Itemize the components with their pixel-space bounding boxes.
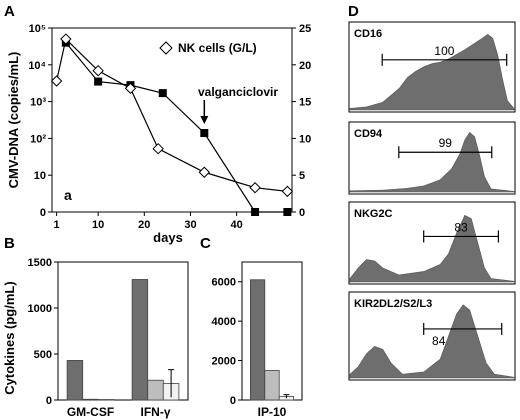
panel-a-x-tick-label: 1 xyxy=(54,219,60,231)
panel-a-left-tick-label: 10³ xyxy=(30,97,46,109)
panel-a-x-tick-label: 20 xyxy=(138,219,150,231)
panel-b-category-label: IFN-γ xyxy=(141,405,171,419)
histogram-2: CD94 99 xyxy=(348,121,516,195)
panel-b-category-label: GM-CSF xyxy=(67,405,114,419)
histogram-3: NKG2C 83 xyxy=(348,201,516,285)
nk-cells-point xyxy=(152,142,164,155)
panel-b-y-tick-label: 1000 xyxy=(28,303,52,315)
arrow-label: valganciclovir xyxy=(198,85,278,99)
histogram-marker-label: KIR2DL2/S2/L3 xyxy=(354,298,432,310)
nk-cells-point xyxy=(281,185,294,198)
legend-label: NK cells (G/L) xyxy=(178,41,257,55)
panel-a-line-chart: 1 10 20 30 40 0 10 10² 10³ 10⁴ 10⁵ 0 5 10 15 20 25 CMV-D… xyxy=(6,23,311,245)
panel-c-bar-chart: 0 2000 4000 6000 IP-10 xyxy=(212,261,303,419)
panel-a-y-axis-label: CMV-DNA (copies/mL) xyxy=(6,52,21,189)
gate-percentage: 84 xyxy=(432,334,446,348)
panel-b-bar xyxy=(97,399,115,401)
panel-b-y-tick-label: 500 xyxy=(34,349,52,361)
panel-b-bar xyxy=(66,360,84,401)
histogram-marker-label: CD94 xyxy=(354,128,383,140)
panel-b-bar xyxy=(82,398,99,401)
panel-a-right-tick-label: 25 xyxy=(299,23,311,35)
panel-a-x-tick-label: 10 xyxy=(92,219,104,231)
panel-a-left-tick-label: 10⁵ xyxy=(29,23,46,35)
panel-b-y-axis-label: Cytokines (pg/mL) xyxy=(2,281,17,394)
panel-a-right-tick-label: 5 xyxy=(299,170,305,182)
panel-c-y-tick-label: 6000 xyxy=(212,277,236,289)
panel-d-histograms: CD16 100 CD94 99 NKG2C 83 KIR2DL2/S2/L3 84 xyxy=(348,21,516,381)
panel-b-y-tick-label: 0 xyxy=(46,395,52,407)
panel-b-frame xyxy=(57,261,189,401)
panel-a-frame xyxy=(51,27,293,213)
panel-c-category-label: IP-10 xyxy=(258,405,287,419)
gate-percentage: 100 xyxy=(434,44,454,58)
panel-a-right-tick-label: 15 xyxy=(299,97,311,109)
nk-cells-point xyxy=(198,166,211,178)
panel-a-annotation: a xyxy=(64,187,72,203)
gate-percentage: 99 xyxy=(439,136,453,150)
cmv-dna-point xyxy=(158,89,167,98)
panel-label-d: D xyxy=(348,3,359,20)
panel-label-b: B xyxy=(4,235,15,252)
histogram-1: CD16 100 xyxy=(348,21,516,113)
nk-cells-point xyxy=(124,82,137,95)
panel-c-y-tick-label: 4000 xyxy=(212,316,236,328)
gate-percentage: 83 xyxy=(454,220,468,234)
cmv-dna-point xyxy=(251,208,260,216)
histogram-area xyxy=(349,304,515,379)
panel-a-x-tick-label: 30 xyxy=(184,219,196,231)
nk-cells-point xyxy=(50,75,63,87)
panel-label-a: A xyxy=(4,3,15,20)
cmv-dna-point xyxy=(200,129,209,138)
panel-a-right-tick-label: 0 xyxy=(299,207,305,219)
panel-a-left-tick-label: 10 xyxy=(34,170,46,182)
panel-b-bar xyxy=(131,279,149,401)
panel-c-bar xyxy=(264,370,280,401)
panel-a-right-tick-label: 10 xyxy=(299,133,311,145)
legend-diamond-icon xyxy=(159,41,173,55)
panel-a-left-tick-label: 10⁴ xyxy=(28,60,46,72)
histogram-area xyxy=(349,214,515,283)
panel-b-bar-chart: 0 500 1000 1500 GM-CSF IFN-γ Cytokines (pg/m… xyxy=(2,257,189,419)
histogram-area xyxy=(349,33,515,111)
cmv-dna-point xyxy=(283,208,292,216)
panel-a-right-tick-label: 20 xyxy=(299,60,311,72)
nk-cells-point xyxy=(249,182,261,194)
panel-a-left-tick-label: 10² xyxy=(30,133,46,145)
histogram-marker-label: NKG2C xyxy=(354,208,393,220)
panel-a-left-tick-label: 0 xyxy=(40,207,46,219)
histogram-area xyxy=(349,132,515,193)
panel-a-series-line-2 xyxy=(56,37,288,192)
histogram-marker-label: CD16 xyxy=(354,28,382,40)
panel-a-x-tick-label: 40 xyxy=(230,219,242,231)
panel-c-y-tick-label: 2000 xyxy=(212,356,236,368)
nk-cells-point xyxy=(92,64,104,77)
nk-cells-point xyxy=(60,33,72,45)
panel-b-bar xyxy=(147,379,164,401)
arrow-down-icon xyxy=(200,116,209,124)
histogram-4: KIR2DL2/S2/L3 84 xyxy=(348,291,516,381)
panel-a-legend: NK cells (G/L) xyxy=(159,41,257,55)
cmv-dna-point xyxy=(94,77,103,86)
panel-b-y-tick-label: 1500 xyxy=(28,257,52,269)
panel-label-c: C xyxy=(200,235,211,252)
panel-c-y-tick-label: 0 xyxy=(230,395,236,407)
valganciclovir-annotation: valganciclovir xyxy=(198,85,278,124)
panel-c-bar xyxy=(249,279,266,401)
panel-a-x-axis-label: days xyxy=(153,230,183,245)
